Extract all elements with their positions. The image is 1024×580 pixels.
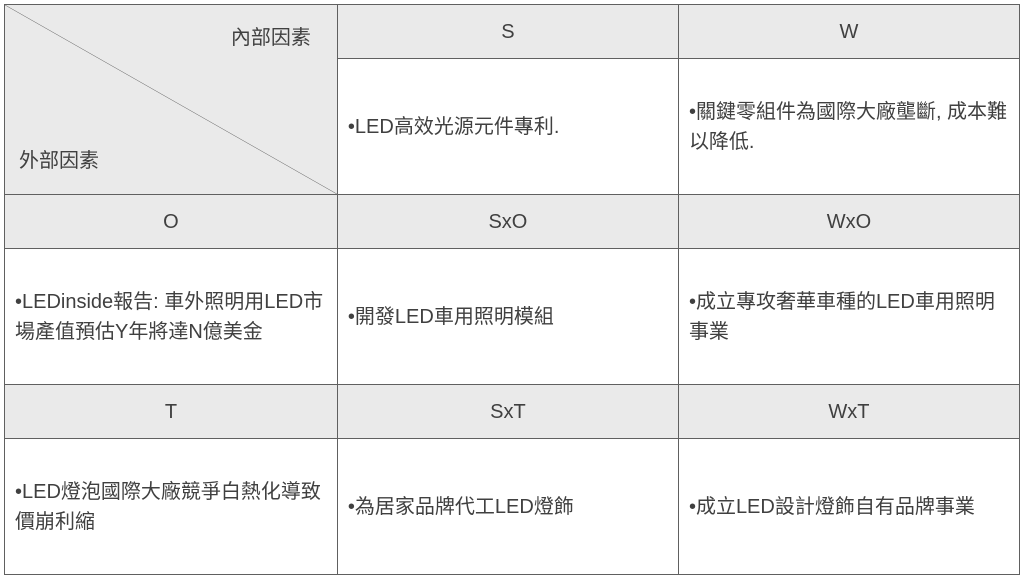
header-SxT: SxT: [337, 385, 678, 439]
cell-WxT-content: •成立LED設計燈飾自有品牌事業: [678, 439, 1019, 575]
cell-W-content: •關鍵零組件為國際大廠壟斷, 成本難以降低.: [678, 59, 1019, 195]
header-W: W: [678, 5, 1019, 59]
table-row: 內部因素 外部因素 S W: [5, 5, 1020, 59]
external-factor-label: 外部因素: [19, 146, 99, 176]
cell-S-content: •LED高效光源元件專利.: [337, 59, 678, 195]
cell-T-content: •LED燈泡國際大廠競爭白熱化導致價崩利縮: [5, 439, 338, 575]
table-row: •LEDinside報告: 車外照明用LED市場產值預估Y年將達N億美金 •開發…: [5, 249, 1020, 385]
header-O: O: [5, 195, 338, 249]
swot-matrix-table: 內部因素 外部因素 S W •LED高效光源元件專利. •關鍵零組件為國際大廠壟…: [4, 4, 1020, 575]
table-row: •LED燈泡國際大廠競爭白熱化導致價崩利縮 •為居家品牌代工LED燈飾 •成立L…: [5, 439, 1020, 575]
table-row: T SxT WxT: [5, 385, 1020, 439]
header-S: S: [337, 5, 678, 59]
diagonal-header-cell: 內部因素 外部因素: [5, 5, 338, 195]
header-WxO: WxO: [678, 195, 1019, 249]
header-SxO: SxO: [337, 195, 678, 249]
header-T: T: [5, 385, 338, 439]
internal-factor-label: 內部因素: [231, 23, 311, 53]
cell-O-content: •LEDinside報告: 車外照明用LED市場產值預估Y年將達N億美金: [5, 249, 338, 385]
cell-WxO-content: •成立專攻奢華車種的LED車用照明事業: [678, 249, 1019, 385]
cell-SxO-content: •開發LED車用照明模組: [337, 249, 678, 385]
cell-SxT-content: •為居家品牌代工LED燈飾: [337, 439, 678, 575]
header-WxT: WxT: [678, 385, 1019, 439]
table-row: O SxO WxO: [5, 195, 1020, 249]
